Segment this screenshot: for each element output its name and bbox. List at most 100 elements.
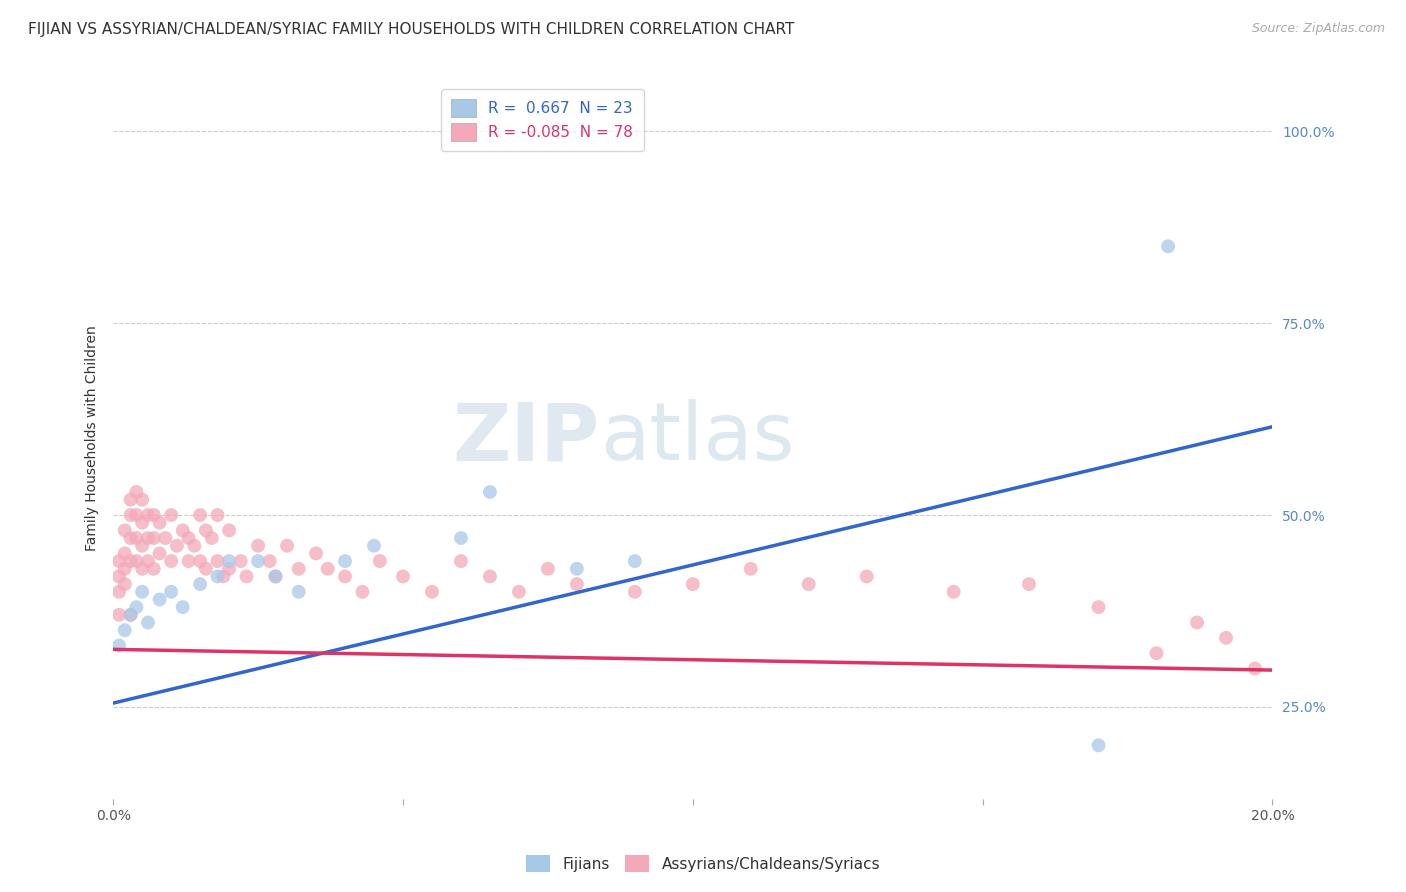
Point [120,508,142,522]
Point [287,562,309,576]
Point [1215,631,1237,645]
Point [537,562,560,576]
Point [333,569,356,583]
Point [142,562,165,576]
Point [114,562,136,576]
Point [131,562,153,576]
Point [131,539,153,553]
Point [125,600,148,615]
Point [420,584,443,599]
Point [155,531,177,545]
Point [235,569,257,583]
Point [160,554,183,568]
Point [942,584,965,599]
Point [1087,739,1109,753]
Point [183,539,205,553]
Legend: Fijians, Assyrians/Chaldeans/Syriacs: Fijians, Assyrians/Chaldeans/Syriacs [517,847,889,880]
Text: FIJIAN VS ASSYRIAN/CHALDEAN/SYRIAC FAMILY HOUSEHOLDS WITH CHILDREN CORRELATION C: FIJIAN VS ASSYRIAN/CHALDEAN/SYRIAC FAMIL… [28,22,794,37]
Point [565,577,588,591]
Point [108,584,131,599]
Point [136,554,159,568]
Point [565,562,588,576]
Point [212,569,235,583]
Point [305,546,328,560]
Point [247,539,270,553]
Point [188,577,211,591]
Point [120,607,142,622]
Point [108,607,131,622]
Point [177,554,200,568]
Point [148,592,170,607]
Point [855,569,877,583]
Point [392,569,415,583]
Point [166,539,188,553]
Point [114,577,136,591]
Point [247,554,270,568]
Point [450,531,472,545]
Point [264,569,287,583]
Point [363,539,385,553]
Point [624,584,647,599]
Point [148,516,170,530]
Text: atlas: atlas [600,400,794,477]
Point [160,584,183,599]
Point [624,554,647,568]
Point [207,554,229,568]
Point [120,607,142,622]
Point [316,562,339,576]
Point [108,569,131,583]
Point [114,546,136,560]
Point [131,492,153,507]
Point [259,554,281,568]
Point [188,508,211,522]
Point [450,554,472,568]
Point [1157,239,1180,253]
Point [682,577,704,591]
Point [1185,615,1208,630]
Text: ZIP: ZIP [453,400,600,477]
Point [114,524,136,538]
Point [125,508,148,522]
Point [194,562,217,576]
Point [114,623,136,637]
Point [276,539,298,553]
Point [740,562,762,576]
Point [201,531,224,545]
Point [207,569,229,583]
Point [218,554,240,568]
Point [1087,600,1109,615]
Point [136,508,159,522]
Point [218,562,240,576]
Point [108,554,131,568]
Point [120,492,142,507]
Point [352,584,374,599]
Y-axis label: Family Households with Children: Family Households with Children [86,326,100,551]
Point [1244,662,1267,676]
Point [177,531,200,545]
Point [478,485,501,500]
Point [142,508,165,522]
Point [108,639,131,653]
Point [125,531,148,545]
Point [333,554,356,568]
Point [1146,646,1168,660]
Point [148,546,170,560]
Point [125,485,148,500]
Point [136,531,159,545]
Point [160,508,183,522]
Text: Source: ZipAtlas.com: Source: ZipAtlas.com [1251,22,1385,36]
Point [218,524,240,538]
Point [136,615,159,630]
Point [120,531,142,545]
Point [478,569,501,583]
Point [188,554,211,568]
Point [287,584,309,599]
Point [207,508,229,522]
Point [125,554,148,568]
Point [131,516,153,530]
Point [264,569,287,583]
Point [131,584,153,599]
Point [797,577,820,591]
Point [172,524,194,538]
Point [508,584,530,599]
